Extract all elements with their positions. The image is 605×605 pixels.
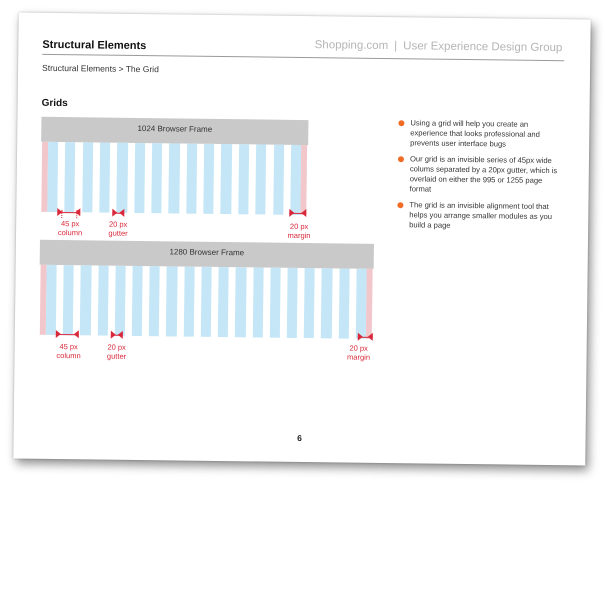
browser-frame-1024: 1024 Browser Frame [40, 116, 309, 216]
grid-column [151, 143, 163, 214]
grid-column [63, 265, 75, 336]
grid-column [97, 265, 109, 336]
margin-dimension-marker [357, 332, 373, 341]
grid-column [238, 144, 250, 215]
grid-column [183, 266, 195, 337]
grid-column [272, 144, 284, 215]
bullet-icon [397, 156, 405, 163]
header-separator: | [394, 40, 398, 53]
gutter-annotation: 20 px gutter [108, 219, 128, 238]
grid-column [355, 268, 367, 339]
grid-column [80, 265, 92, 336]
grid-column [116, 142, 128, 213]
grid-column [217, 266, 229, 338]
bullet-icon [398, 120, 405, 127]
breadcrumb: Structural Elements > The Grid [42, 62, 159, 75]
bullet-item: The grid is an invisible alignment tool … [396, 200, 564, 232]
grid-columns [39, 264, 374, 339]
grid-column [286, 267, 298, 338]
grid-column [166, 266, 178, 337]
group-name: User Experience Design Group [403, 40, 563, 55]
column-dimension-marker [55, 329, 79, 339]
browser-frame-1280: 1280 Browser Frame [38, 239, 374, 339]
column-annotation: 45 px column [56, 342, 81, 361]
grid-column [220, 144, 232, 215]
grid-column [269, 267, 281, 338]
grid-column [290, 144, 302, 215]
gutter-annotation: 20 px gutter [106, 342, 127, 361]
frame-title: 1024 Browser Frame [41, 116, 309, 146]
margin-dimension-marker [289, 208, 307, 218]
grid-column [321, 268, 333, 339]
page-number: 6 [297, 432, 302, 444]
gutter-dimension-marker [110, 330, 123, 339]
grid-column [203, 143, 215, 214]
section-title: Grids [41, 97, 68, 110]
grid-column [134, 142, 146, 214]
grid-column [114, 265, 126, 336]
grid-column [200, 266, 212, 337]
grid-column [303, 268, 316, 339]
grid-column [64, 142, 76, 213]
page-title: Structural Elements [42, 38, 147, 53]
grid-column [45, 264, 57, 336]
header-divider [42, 53, 565, 62]
grid-column [131, 265, 143, 337]
margin-annotation: 20 px margin [347, 343, 371, 362]
grid-column [47, 141, 59, 213]
margin-annotation: 20 px margin [287, 221, 311, 241]
gutter-dimension-marker [112, 208, 125, 217]
grid-column [252, 267, 264, 338]
header-branding: Shopping.com | User Experience Design Grou… [315, 39, 563, 54]
bullet-list: Using a grid will help you create an exp… [396, 118, 565, 238]
grid-column [81, 142, 93, 213]
grid-column [255, 144, 267, 215]
column-annotation: 45 px column [57, 219, 83, 238]
grid-column [186, 143, 198, 214]
grid-column [235, 267, 247, 338]
grid-column [168, 143, 180, 214]
grid-margin-right [300, 144, 308, 216]
grid-column [149, 266, 161, 337]
grid-column [338, 268, 350, 339]
grid-columns [40, 141, 308, 216]
grid-column [99, 142, 111, 213]
bullet-item: Using a grid will help you create an exp… [397, 118, 565, 150]
site-name: Shopping.com [314, 39, 389, 53]
grid-margin-right [365, 268, 373, 339]
column-dimension-marker [57, 208, 81, 217]
bullet-item: Our grid is an invisible series of 45px … [397, 154, 565, 196]
document-page: Structural Elements Shopping.com | User Ex… [13, 12, 591, 466]
bullet-icon [397, 202, 404, 209]
